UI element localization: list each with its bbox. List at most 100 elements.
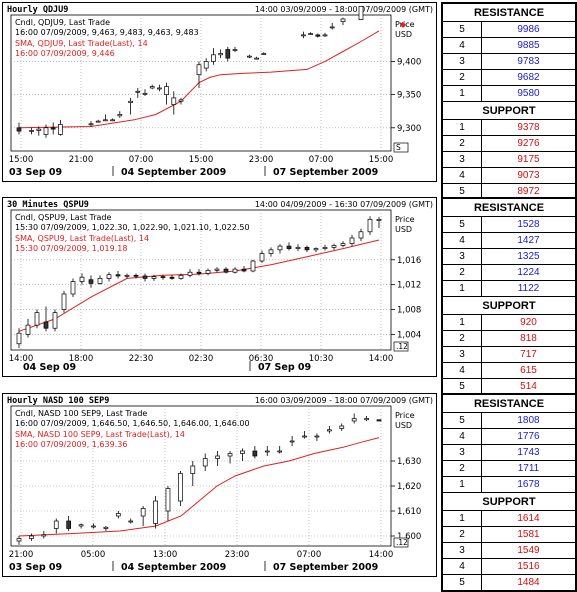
legend-candle-label: Cndl, QSPU9, Last Trade bbox=[15, 213, 111, 222]
x-tick-label: 02:30 bbox=[189, 354, 214, 364]
plot-area bbox=[10, 405, 392, 547]
legend-sma-values: 15:30 07/09/2009, 1,019.18 bbox=[15, 244, 127, 253]
x-tick-label: 23:00 bbox=[225, 550, 250, 560]
candle-body bbox=[187, 271, 193, 276]
candle-body bbox=[205, 270, 211, 274]
candle-body bbox=[349, 237, 355, 244]
support-value: 9175 bbox=[481, 151, 576, 168]
chart-title: Hourly QDJU9 bbox=[7, 5, 68, 15]
chart-qdju9: Hourly QDJU9 14:00 03/09/2009 - 18:00 07/… bbox=[7, 5, 433, 178]
support-header: SUPPORT bbox=[442, 296, 576, 315]
candle-body bbox=[289, 440, 295, 443]
currency-label: USD bbox=[395, 421, 412, 430]
candle-body bbox=[103, 526, 109, 529]
y-tick-label: 1,016 bbox=[397, 256, 421, 266]
resistance-row: 3 1325 bbox=[442, 248, 576, 265]
candle-body bbox=[58, 124, 63, 135]
level-index: 1 bbox=[442, 510, 482, 527]
level-index: 4 bbox=[442, 428, 482, 445]
candle-body bbox=[178, 99, 184, 102]
candle-body bbox=[16, 127, 22, 132]
candle-body bbox=[302, 435, 307, 438]
date-label: 03 Sep 09 bbox=[9, 167, 62, 178]
y-tick-label: 1,630 bbox=[397, 457, 421, 467]
level-index: 4 bbox=[442, 558, 482, 575]
candle-body bbox=[117, 114, 123, 117]
candle-body bbox=[149, 86, 155, 89]
x-tick-label: 14:00 bbox=[369, 550, 394, 560]
support-row: 1 1614 bbox=[442, 510, 576, 527]
y-tick-label: 9,350 bbox=[397, 91, 421, 101]
support-row: 4 9073 bbox=[442, 167, 576, 184]
chart-title: 30 Minutes QSPU9 bbox=[7, 199, 89, 210]
level-index: 2 bbox=[442, 330, 482, 347]
candle-body bbox=[43, 127, 49, 135]
candle-body bbox=[79, 276, 85, 282]
date-label: 04 September 2009 bbox=[121, 562, 226, 573]
candle-body bbox=[153, 500, 158, 524]
candle-body bbox=[70, 281, 76, 295]
level-index: 1 bbox=[442, 314, 482, 331]
candle-body bbox=[142, 92, 148, 95]
resistance-row: 5 1808 bbox=[442, 412, 576, 429]
candle-body bbox=[376, 218, 382, 221]
plot-area bbox=[10, 14, 392, 152]
chart-time-range: 14:00 04/09/2009 - 16:30 07/09/2009 (GMT… bbox=[255, 200, 433, 209]
candle-body bbox=[340, 243, 346, 246]
candle-body bbox=[124, 274, 130, 277]
chart-time-range: 16:00 03/09/2009 - 18:00 07/09/2009 (GMT… bbox=[255, 396, 433, 405]
candle-body bbox=[202, 458, 208, 467]
x-tick-label: 13:00 bbox=[153, 550, 178, 560]
sr-table-nasd100: RESISTANCE 5 1808 4 1776 3 1743 2 1711 1 1678 SUPPO… bbox=[441, 393, 577, 592]
legend-sma-label: SMA, QDJU9, Last Trade(Last), 14 bbox=[15, 39, 148, 48]
support-value: 1484 bbox=[481, 574, 576, 591]
candle-body bbox=[43, 321, 49, 329]
candle-body bbox=[165, 488, 171, 512]
x-tick-label: 22:30 bbox=[129, 354, 154, 364]
date-label: 07 September 2009 bbox=[273, 562, 378, 573]
legend-sma-label: SMA, NASD 100 SEP9, Last Trade(Last), 14 bbox=[15, 430, 185, 439]
x-tick-label: 15:00 bbox=[9, 155, 34, 165]
support-value: 1614 bbox=[481, 510, 576, 527]
candle-body bbox=[34, 312, 40, 326]
resistance-value: 9682 bbox=[481, 69, 576, 86]
resistance-row: 5 1528 bbox=[442, 216, 576, 233]
candle-body bbox=[211, 54, 216, 62]
scale-box-label: .12 bbox=[396, 342, 408, 351]
legend-candle-values: 16:00 07/09/2009, 9,463, 9,483, 9,463, 9… bbox=[15, 28, 199, 37]
candle-body bbox=[25, 324, 31, 335]
support-value: 9378 bbox=[481, 119, 576, 136]
candle-body bbox=[29, 535, 34, 539]
level-index: 4 bbox=[442, 37, 482, 54]
support-row: 4 615 bbox=[442, 362, 576, 379]
level-index: 4 bbox=[442, 362, 482, 379]
level-index: 4 bbox=[442, 232, 482, 249]
scale-box-label: .12 bbox=[396, 538, 408, 547]
candle-body bbox=[178, 473, 183, 502]
candle-body bbox=[151, 276, 157, 279]
candle-body bbox=[95, 120, 101, 123]
price-label: Price bbox=[395, 411, 415, 420]
x-tick-label: 07:00 bbox=[129, 155, 154, 165]
currency-label: USD bbox=[395, 225, 412, 234]
chart-time-range: 14:00 03/09/2009 - 18:00 07/09/2009 (GMT… bbox=[255, 5, 433, 14]
legend-candle-label: Cndl, QDJU9, Last Trade bbox=[15, 18, 110, 27]
candle-body bbox=[160, 276, 166, 278]
level-index: 3 bbox=[442, 346, 482, 363]
candle-body bbox=[225, 49, 231, 59]
candle-body bbox=[215, 455, 220, 459]
resistance-value: 1808 bbox=[481, 412, 576, 429]
candle-body bbox=[314, 435, 320, 438]
resistance-value: 1427 bbox=[481, 232, 576, 249]
candle-body bbox=[268, 249, 274, 254]
candle-body bbox=[329, 26, 335, 29]
candle-body bbox=[97, 278, 103, 284]
candle-body bbox=[171, 97, 177, 105]
sr-table-qspu9: RESISTANCE 5 1528 4 1427 3 1325 2 1224 1 1122 SUPPO… bbox=[441, 197, 577, 396]
candle-body bbox=[277, 245, 283, 251]
candle-body bbox=[322, 246, 328, 249]
resistance-value: 1711 bbox=[481, 460, 576, 477]
candle-body bbox=[110, 119, 115, 122]
level-index: 3 bbox=[442, 444, 482, 461]
y-tick-label: 1,008 bbox=[397, 306, 421, 316]
